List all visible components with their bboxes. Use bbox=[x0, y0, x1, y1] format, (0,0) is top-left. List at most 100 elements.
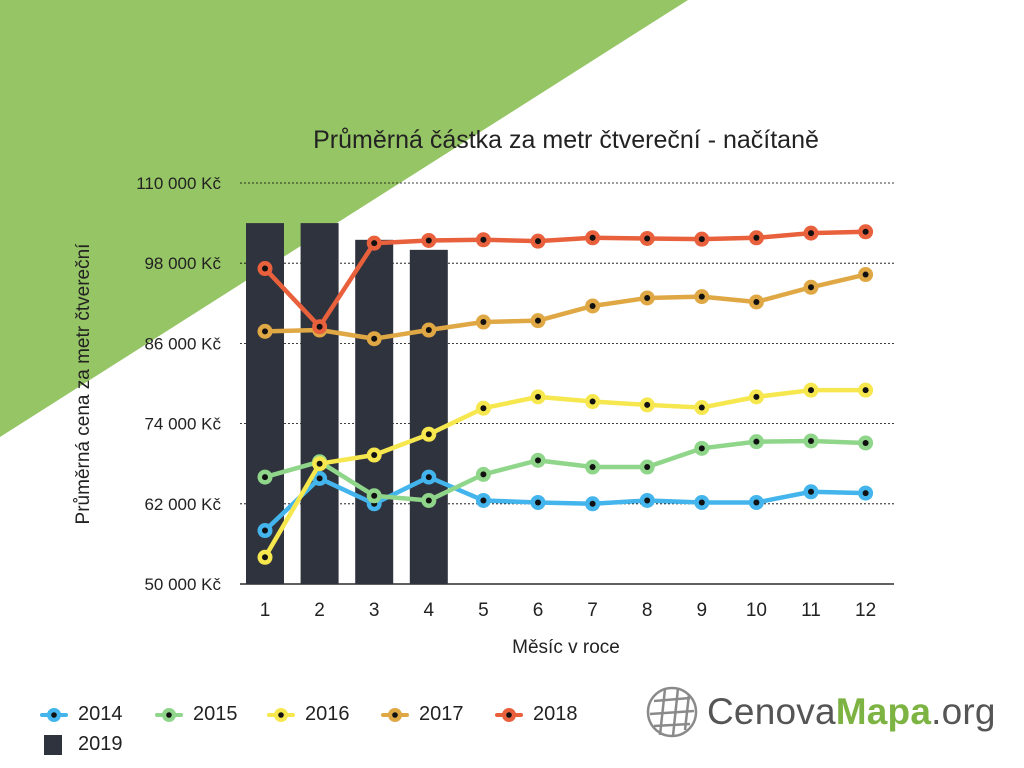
x-tick-label: 5 bbox=[478, 600, 489, 621]
data-point-center bbox=[371, 492, 378, 499]
legend-marker-icon bbox=[40, 707, 68, 722]
x-tick-label: 11 bbox=[801, 600, 821, 621]
x-tick-label: 4 bbox=[424, 600, 435, 621]
data-point-center bbox=[371, 452, 378, 459]
data-point-center bbox=[480, 405, 487, 412]
x-tick-label: 2 bbox=[314, 600, 325, 621]
data-point-center bbox=[862, 490, 869, 497]
data-point-center bbox=[480, 236, 487, 243]
data-point-center bbox=[535, 393, 541, 400]
data-point-center bbox=[698, 445, 705, 452]
data-point-center bbox=[644, 235, 651, 242]
data-point-center bbox=[535, 238, 541, 245]
y-tick-label: 86 000 Kč bbox=[144, 334, 221, 353]
legend-marker-icon bbox=[155, 707, 183, 722]
data-point-center bbox=[589, 398, 596, 405]
y-axis-label: Průměrná cena za metr čtvereční bbox=[73, 243, 94, 525]
data-point-center bbox=[480, 471, 487, 478]
data-point-center bbox=[480, 497, 487, 504]
cenovamapa-logo: CenovaMapa.org bbox=[645, 684, 996, 740]
legend-item-2017: 2017 bbox=[381, 703, 464, 726]
data-point-center bbox=[425, 474, 432, 481]
data-point-center bbox=[316, 323, 323, 330]
logo-text-part1: Cenova bbox=[707, 691, 836, 732]
data-point-center bbox=[698, 293, 705, 300]
y-tick-label: 74 000 Kč bbox=[144, 415, 221, 434]
x-tick-label: 6 bbox=[533, 600, 544, 621]
data-point-center bbox=[316, 460, 323, 467]
data-point-center bbox=[862, 387, 869, 394]
series-2014 bbox=[257, 469, 874, 539]
data-point-center bbox=[425, 431, 432, 438]
data-point-center bbox=[535, 317, 541, 324]
data-point-center bbox=[644, 401, 651, 408]
data-point-center bbox=[262, 328, 268, 335]
data-point-center bbox=[262, 474, 268, 481]
legend-item-2019: 2019 bbox=[40, 733, 123, 756]
bar-layer bbox=[246, 223, 448, 585]
data-point-center bbox=[262, 554, 268, 561]
logo-text-part3: .org bbox=[931, 691, 996, 732]
globe-grid-icon bbox=[646, 686, 698, 738]
x-tick-label: 9 bbox=[697, 600, 708, 621]
data-point-center bbox=[862, 228, 869, 235]
data-point-center bbox=[425, 497, 432, 504]
data-point-center bbox=[262, 265, 268, 272]
data-point-center bbox=[425, 327, 432, 334]
data-point-center bbox=[589, 302, 596, 309]
data-point-center bbox=[480, 319, 487, 326]
series-2018 bbox=[257, 224, 874, 335]
legend-item-2018: 2018 bbox=[495, 703, 578, 726]
series-line bbox=[262, 229, 868, 329]
data-point-center bbox=[589, 464, 596, 471]
series-2017 bbox=[257, 267, 874, 347]
legend-marker-icon bbox=[495, 707, 523, 722]
series-line bbox=[262, 438, 868, 503]
legend-item-2016: 2016 bbox=[267, 703, 350, 726]
data-point-center bbox=[862, 439, 869, 446]
x-tick-label: 10 bbox=[746, 600, 767, 621]
data-point-center bbox=[808, 284, 814, 291]
data-point-center bbox=[262, 527, 268, 534]
series-line bbox=[262, 474, 868, 533]
data-point-center bbox=[589, 234, 596, 241]
legend-item-2015: 2015 bbox=[155, 703, 238, 726]
data-point-center bbox=[753, 234, 760, 241]
legend-label: 2015 bbox=[193, 703, 238, 725]
legend-item-2014: 2014 bbox=[40, 703, 123, 726]
legend-marker-icon bbox=[381, 707, 409, 722]
data-point-center bbox=[371, 335, 378, 342]
chart-title: Průměrná částka za metr čtvereční - načí… bbox=[313, 126, 819, 154]
data-point-center bbox=[808, 488, 814, 495]
x-tick-label: 12 bbox=[855, 600, 876, 621]
y-tick-label: 62 000 Kč bbox=[144, 495, 221, 514]
legend-label: 2019 bbox=[78, 733, 123, 755]
legend-label: 2016 bbox=[305, 703, 350, 725]
data-point-center bbox=[644, 497, 651, 504]
data-point-center bbox=[535, 499, 541, 506]
bar-2019 bbox=[409, 249, 448, 585]
legend-label: 2014 bbox=[78, 703, 123, 725]
x-tick-label: 7 bbox=[587, 600, 598, 621]
x-tick-label: 8 bbox=[642, 600, 653, 621]
legend-marker-icon bbox=[267, 707, 295, 722]
line-layer bbox=[257, 224, 874, 565]
legend-label: 2018 bbox=[533, 703, 578, 725]
series-line bbox=[262, 272, 868, 341]
data-point-center bbox=[698, 404, 705, 411]
data-point-center bbox=[425, 237, 432, 244]
tick-layer: 50 000 Kč 62 000 Kč 74 000 Kč 86 000 Kč 98 0… bbox=[136, 174, 876, 621]
data-point-center bbox=[316, 475, 323, 482]
data-point-center bbox=[753, 393, 760, 400]
data-point-center bbox=[589, 500, 596, 507]
data-point-center bbox=[753, 438, 760, 445]
legend-label: 2017 bbox=[419, 703, 464, 725]
data-point-center bbox=[644, 464, 651, 471]
data-point-center bbox=[698, 499, 705, 506]
data-point-center bbox=[808, 437, 814, 444]
y-tick-label: 50 000 Kč bbox=[144, 575, 221, 594]
logo-text-part2: Mapa bbox=[835, 691, 932, 732]
data-point-center bbox=[753, 499, 760, 506]
